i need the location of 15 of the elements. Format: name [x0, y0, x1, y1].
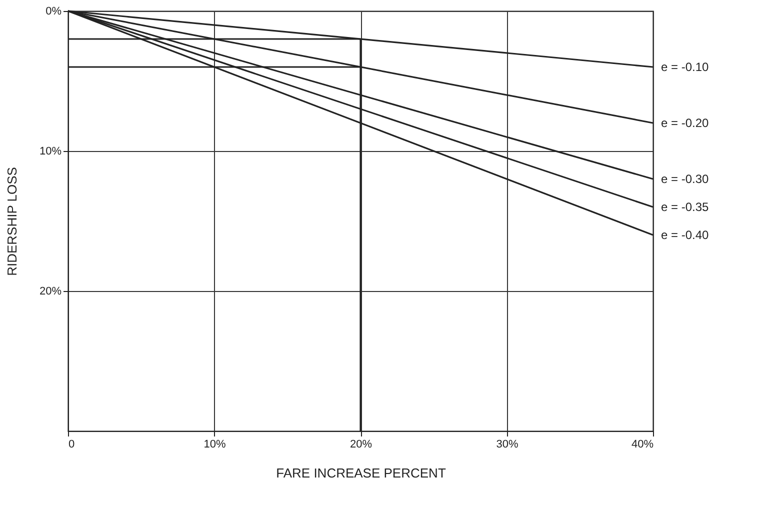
series-label: e = -0.30	[661, 172, 710, 186]
y-tick-label: 10%	[39, 146, 62, 158]
x-tick-label: 10%	[204, 438, 226, 450]
y-tick-label: 20%	[39, 286, 62, 298]
y-tick-label: 0%	[46, 6, 62, 18]
x-tick-label: 30%	[496, 438, 518, 450]
series-label: e = -0.20	[661, 116, 710, 130]
y-axis-title: RIDERSHIP LOSS	[4, 166, 20, 276]
x-axis-title: FARE INCREASE PERCENT	[276, 466, 446, 480]
x-tick-label: 40%	[631, 438, 654, 450]
x-tick-label: 0	[68, 438, 75, 450]
series-label: e = -0.10	[661, 60, 710, 74]
x-tick-label: 20%	[350, 438, 372, 450]
series-label: e = -0.40	[661, 228, 710, 242]
series-label: e = -0.35	[661, 200, 710, 214]
